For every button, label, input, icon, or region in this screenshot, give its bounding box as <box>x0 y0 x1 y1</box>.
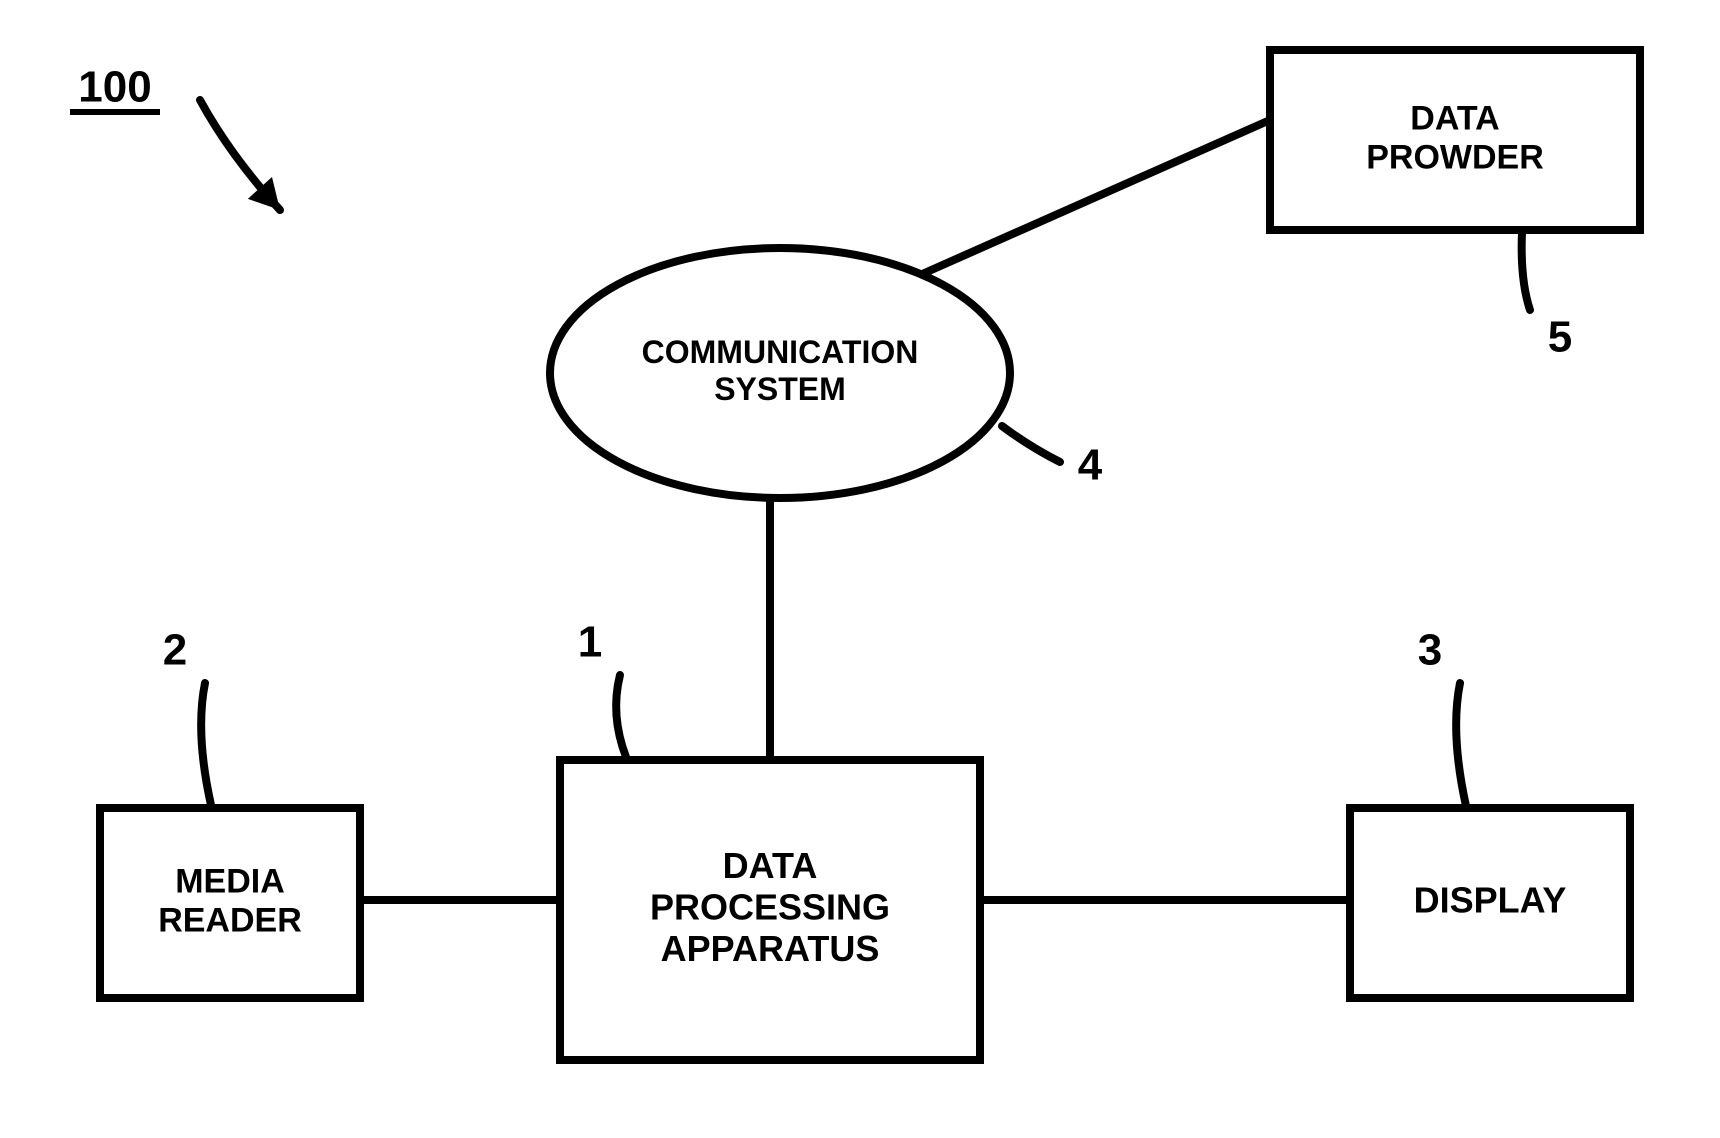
system-label: 100 <box>78 63 151 112</box>
node-display-label-0: DISPLAY <box>1414 880 1567 921</box>
node-data_processing-label-2: APPARATUS <box>661 928 880 969</box>
node-communication-label-1: SYSTEM <box>714 371 846 407</box>
node-data_processing-label-0: DATA <box>723 845 818 886</box>
diagram-canvas: MEDIAREADERDATAPROCESSINGAPPARATUSDISPLA… <box>0 0 1720 1138</box>
ref-label-n5: 5 <box>1548 313 1572 362</box>
ref-label-n3: 3 <box>1418 626 1442 675</box>
node-data_provider-label-0: DATA <box>1410 99 1499 137</box>
node-data_processing-label-1: PROCESSING <box>650 887 890 928</box>
node-data_provider-label-1: PROWDER <box>1366 139 1544 177</box>
node-media_reader-label-1: READER <box>158 902 302 940</box>
ref-label-n2: 2 <box>163 626 187 675</box>
node-media_reader-label-0: MEDIA <box>175 862 285 900</box>
node-communication-label-0: COMMUNICATION <box>642 334 919 370</box>
ref-label-n1: 1 <box>578 618 602 667</box>
ref-label-n4: 4 <box>1078 441 1103 490</box>
